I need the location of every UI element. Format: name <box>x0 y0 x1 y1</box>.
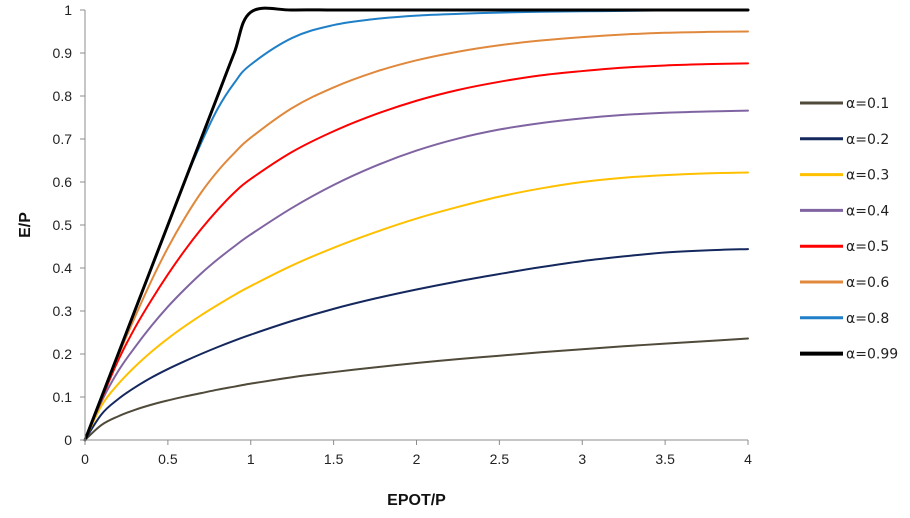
series-line-7 <box>84 9 749 441</box>
x-tick-label: 3.5 <box>655 451 675 467</box>
x-tick-label: 3 <box>578 451 586 467</box>
y-tick-label: 0.8 <box>53 88 73 104</box>
legend-label: α=0.5 <box>846 239 889 255</box>
y-axis-title: E/P <box>17 212 34 238</box>
x-tick-labels: 0 0.5 1 1.5 2 2.5 3 3.5 4 <box>81 451 752 467</box>
legend-label: α=0.2 <box>846 132 889 148</box>
x-tick-label: 2 <box>413 451 421 467</box>
legend-label: α=0.3 <box>846 168 889 184</box>
series-line-4 <box>84 109 749 441</box>
x-tick-label: 0.5 <box>158 451 178 467</box>
x-tick-label: 2.5 <box>490 451 510 467</box>
y-tick-label: 1 <box>64 2 72 18</box>
series-line-8 <box>83 6 750 442</box>
x-tick-label: 4 <box>744 451 752 467</box>
series-line-3 <box>84 171 749 441</box>
y-tick-label: 0.6 <box>53 174 73 190</box>
legend-label: α=0.6 <box>846 275 889 291</box>
y-tick-label: 0.7 <box>53 131 73 147</box>
y-tick-label: 0.9 <box>53 45 73 61</box>
y-tick-labels: 0 0.1 0.2 0.3 0.4 0.5 0.6 0.7 0.8 0.9 1 <box>53 2 73 448</box>
y-tick-label: 0 <box>64 432 72 448</box>
x-axis-title: EPOT/P <box>387 492 446 509</box>
series-line-6 <box>84 30 749 441</box>
series-layer <box>83 6 750 442</box>
legend-label: α=0.4 <box>846 203 889 219</box>
legend-label: α=0.1 <box>846 96 889 112</box>
y-tick-label: 0.5 <box>53 217 73 233</box>
legend-label: α=0.8 <box>846 311 889 327</box>
y-tick-label: 0.3 <box>53 303 73 319</box>
series-line-5 <box>84 62 749 441</box>
y-tick-label: 0.4 <box>53 260 73 276</box>
axes <box>80 9 749 445</box>
series-line-2 <box>84 248 749 441</box>
series-line-1 <box>84 337 749 441</box>
y-tick-label: 0.2 <box>53 346 73 362</box>
x-tick-label: 0 <box>81 451 89 467</box>
x-tick-label: 1.5 <box>324 451 344 467</box>
y-tick-label: 0.1 <box>53 389 73 405</box>
legend: α=0.1 α=0.2 α=0.3 α=0.4 α=0.5 α=0.6 α=0.8 α=0.9… <box>800 96 898 363</box>
x-tick-label: 1 <box>247 451 255 467</box>
legend-label: α=0.99 <box>846 347 898 363</box>
